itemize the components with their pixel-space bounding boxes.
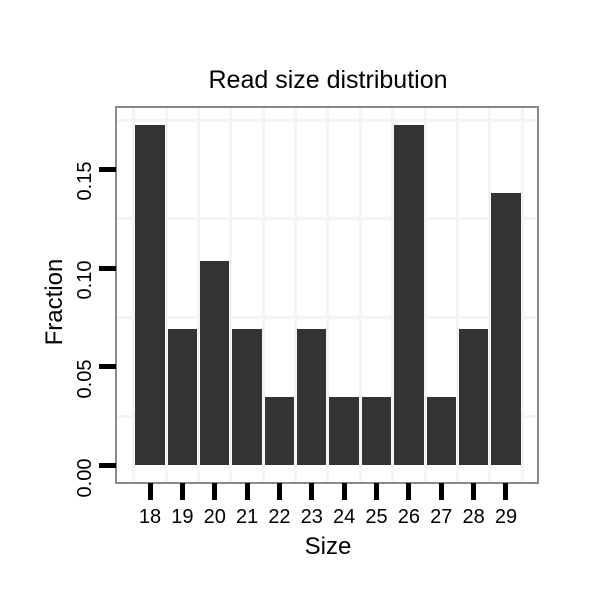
bar-29: [491, 193, 521, 466]
x-tick-label: 21: [235, 506, 259, 528]
bar-28: [458, 329, 489, 466]
bar-22: [264, 397, 295, 466]
bar-21: [232, 329, 262, 466]
gridline-vertical: [294, 108, 298, 482]
x-tick-label: 20: [203, 506, 226, 528]
bar-26: [394, 125, 424, 466]
gridline-vertical: [455, 108, 459, 482]
x-tick-label: 18: [138, 506, 162, 528]
y-tick: [99, 463, 116, 468]
x-tick-label: 24: [333, 506, 356, 528]
x-tick: [244, 483, 250, 500]
x-tick: [374, 483, 380, 500]
gridline-vertical: [326, 108, 330, 482]
gridline-vertical: [358, 108, 362, 482]
bar-27: [426, 397, 456, 466]
y-tick-label: 0.15: [73, 161, 96, 201]
x-tick-label: 29: [494, 506, 518, 528]
bar-23: [297, 329, 327, 466]
x-tick: [471, 483, 477, 500]
bar-18: [135, 125, 165, 466]
x-tick: [212, 483, 218, 500]
gridline-vertical: [423, 108, 427, 482]
y-tick: [99, 166, 116, 172]
gridline-vertical: [197, 108, 201, 482]
gridline-vertical: [132, 108, 136, 482]
x-axis-title: Size: [304, 533, 352, 560]
x-tick-label: 28: [462, 506, 485, 528]
gridline-vertical: [229, 108, 233, 482]
x-tick-label: 23: [300, 506, 323, 528]
x-tick: [179, 483, 185, 500]
x-tick: [276, 483, 282, 500]
x-tick-label: 19: [171, 506, 194, 528]
chart-title: Read size distribution: [208, 66, 448, 94]
bar-19: [167, 329, 198, 466]
y-axis-title: Fraction: [41, 258, 68, 346]
x-tick-label: 22: [268, 506, 291, 528]
gridline-vertical: [391, 108, 395, 482]
y-tick: [99, 265, 116, 271]
x-tick: [406, 483, 412, 500]
gridline-vertical: [164, 108, 168, 482]
gridline-horizontal: [117, 315, 537, 319]
y-tick: [99, 364, 116, 370]
x-tick: [147, 483, 153, 500]
plot-panel: [117, 108, 537, 482]
x-tick: [503, 483, 509, 500]
x-tick-label: 25: [365, 506, 388, 528]
gridline-horizontal: [117, 217, 537, 221]
gridline-horizontal: [117, 414, 537, 418]
bar-25: [361, 397, 392, 466]
x-tick: [341, 483, 347, 500]
gridline-horizontal: [117, 118, 537, 122]
x-tick-label: 26: [397, 506, 420, 528]
bar-20: [200, 261, 230, 466]
x-tick: [438, 483, 444, 500]
gridline-vertical: [261, 108, 265, 482]
bar-24: [329, 397, 359, 466]
gridline-vertical: [488, 108, 492, 482]
x-tick: [309, 483, 315, 500]
gridline-vertical: [520, 108, 524, 482]
x-tick-label: 27: [430, 506, 453, 528]
